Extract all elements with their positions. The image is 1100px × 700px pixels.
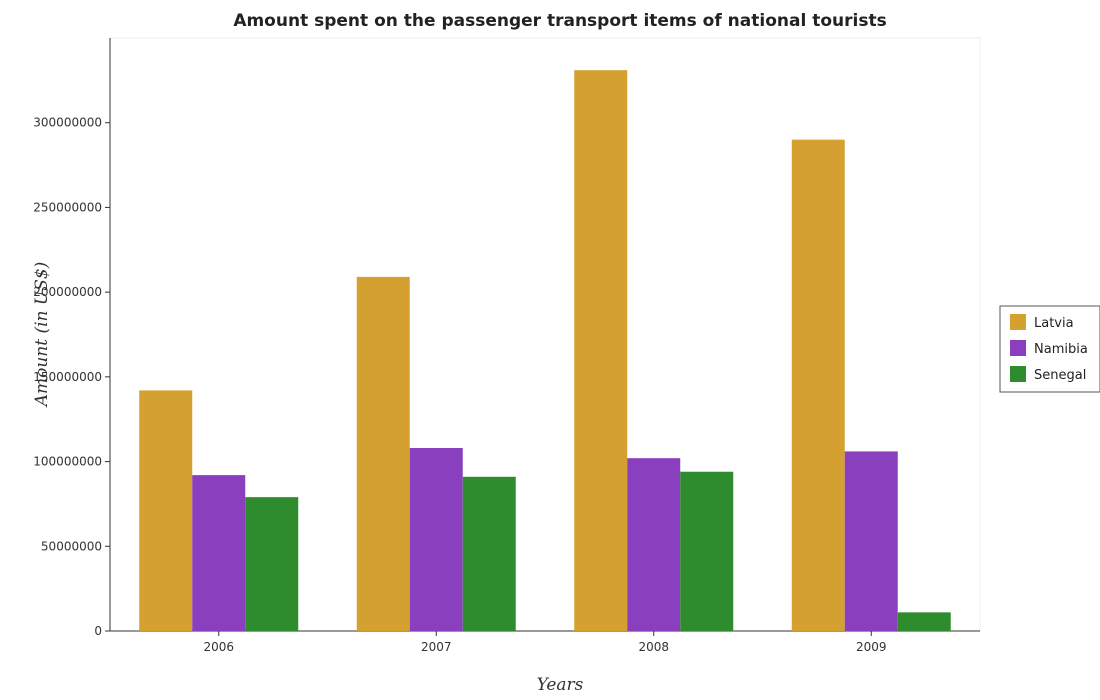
bar-latvia-2008 xyxy=(574,70,628,632)
y-tick-label: 100000000 xyxy=(33,455,102,469)
legend-label: Namibia xyxy=(1034,342,1088,357)
bar-senegal-2007 xyxy=(462,476,516,631)
x-tick-label: 2007 xyxy=(421,640,452,654)
bar-latvia-2006 xyxy=(139,390,193,631)
bar-namibia-2006 xyxy=(192,475,246,631)
x-tick-label: 2006 xyxy=(203,640,234,654)
y-tick-label: 150000000 xyxy=(33,370,102,384)
bars xyxy=(139,70,951,632)
bar-latvia-2009 xyxy=(791,139,845,631)
y-tick-label: 50000000 xyxy=(41,539,102,553)
bar-senegal-2009 xyxy=(897,612,951,631)
x-axis-label: Years xyxy=(537,675,584,695)
legend-label: Senegal xyxy=(1034,368,1086,383)
bar-namibia-2008 xyxy=(627,458,681,631)
chart-title: Amount spent on the passenger transport … xyxy=(233,11,886,31)
y-tick-label: 300000000 xyxy=(33,116,102,130)
y-axis-label: Amount (in US$) xyxy=(32,262,52,409)
bar-namibia-2007 xyxy=(409,448,463,631)
legend-swatch xyxy=(1010,340,1026,356)
y-axis-ticks: 0 50000000 100000000 150000000 200000000 2500… xyxy=(33,116,110,638)
legend-swatch xyxy=(1010,314,1026,330)
legend: Latvia Namibia Senegal xyxy=(999,305,1100,393)
y-tick-label: 200000000 xyxy=(33,285,102,299)
bar-latvia-2007 xyxy=(356,276,410,631)
y-tick-label: 250000000 xyxy=(33,200,102,214)
y-tick-label: 0 xyxy=(94,624,102,638)
x-axis-ticks: 2006 2007 2008 2009 xyxy=(203,631,887,654)
legend-swatch xyxy=(1010,366,1026,382)
bar-senegal-2006 xyxy=(245,497,299,631)
x-tick-label: 2008 xyxy=(638,640,669,654)
bar-senegal-2008 xyxy=(680,471,734,631)
x-tick-label: 2009 xyxy=(856,640,887,654)
legend-label: Latvia xyxy=(1034,316,1074,331)
bar-namibia-2009 xyxy=(844,451,898,631)
